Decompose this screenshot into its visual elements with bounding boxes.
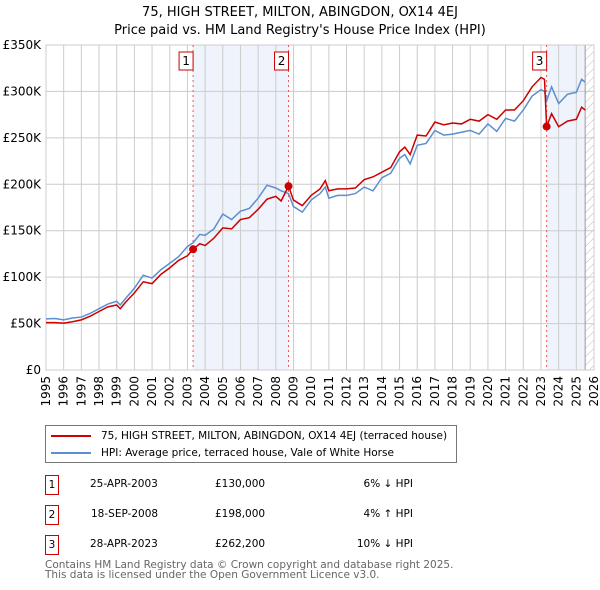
- sale-date: 18-SEP-2008: [91, 508, 159, 520]
- x-tick-label: 2012: [340, 376, 354, 407]
- sale-price: £262,200: [215, 538, 266, 550]
- x-tick-label: 2013: [357, 376, 371, 407]
- x-tick-label: 2000: [127, 376, 141, 407]
- x-tick-label: 2023: [534, 376, 548, 407]
- x-tick-label: 2024: [552, 376, 566, 407]
- x-tick-label: 2021: [499, 376, 513, 407]
- y-tick-label: £0: [26, 363, 41, 377]
- plot-frame: [45, 44, 595, 371]
- x-tick-label: 2009: [286, 376, 300, 407]
- legend-swatch-blue: [51, 452, 91, 454]
- sale-price: £198,000: [215, 508, 266, 520]
- sale-label: 2: [278, 54, 286, 68]
- legend-item-hpi: HPI: Average price, terraced house, Vale…: [51, 447, 394, 459]
- sale-point: [189, 245, 198, 254]
- x-tick-label: 2003: [180, 376, 194, 407]
- x-tick-label: 2020: [481, 376, 495, 407]
- x-tick-label: 2001: [145, 376, 159, 407]
- sale-price: £130,000: [215, 478, 266, 490]
- x-tick-label: 2005: [216, 376, 230, 407]
- sale-label-box: [178, 51, 194, 71]
- x-tick-label: 2002: [163, 376, 177, 407]
- y-tick-label: £100K: [3, 270, 43, 284]
- sale-label-box: [532, 51, 548, 71]
- legend-label: 75, HIGH STREET, MILTON, ABINGDON, OX14 …: [101, 430, 448, 442]
- x-tick-label: 1995: [39, 376, 53, 407]
- x-tick-label: 2026: [587, 376, 600, 407]
- sale-row: 1 25-APR-2003 £130,000 6% ↓ HPI: [45, 475, 445, 495]
- x-tick-label: 2014: [375, 376, 389, 407]
- footer-line: Contains HM Land Registry data © Crown c…: [45, 559, 454, 571]
- x-tick-label: 2019: [463, 376, 477, 407]
- legend-item-property: 75, HIGH STREET, MILTON, ABINGDON, OX14 …: [51, 430, 447, 442]
- x-tick-label: 2007: [251, 376, 265, 407]
- sale-row: 2 18-SEP-2008 £198,000 4% ↑ HPI: [45, 505, 445, 525]
- legend-label: HPI: Average price, terraced house, Vale…: [101, 447, 394, 459]
- y-tick-label: £150K: [3, 224, 43, 238]
- x-tick-label: 1998: [92, 376, 106, 407]
- x-tick-label: 1996: [57, 376, 71, 407]
- sale-marker-badge: 2: [45, 505, 59, 525]
- footer-line: This data is licensed under the Open Gov…: [45, 569, 380, 581]
- x-tick-label: 2006: [233, 376, 247, 407]
- title-line-1: 75, HIGH STREET, MILTON, ABINGDON, OX14 …: [142, 5, 458, 20]
- sale-hpi-diff: 10% ↓ HPI: [356, 538, 413, 550]
- y-tick-label: £300K: [3, 84, 43, 98]
- price-chart: 1995 1996 1997 1998 1999 2000 2001 2002 2003 2004…: [3, 38, 600, 407]
- x-tick-label: 2016: [410, 376, 424, 407]
- x-tick-label: 2015: [393, 376, 407, 407]
- y-tick-label: £200K: [3, 177, 43, 191]
- sale-marker-badge: 1: [45, 475, 59, 495]
- x-tick-label: 2011: [322, 376, 336, 407]
- sale-date: 25-APR-2003: [90, 478, 158, 490]
- sale-marker-badge: 3: [45, 535, 59, 555]
- hpi-line: [45, 78, 586, 321]
- y-tick-label: £50K: [10, 317, 42, 331]
- sale-label: 1: [182, 54, 190, 68]
- chart-title: 75, HIGH STREET, MILTON, ABINGDON, OX14 …: [0, 4, 600, 40]
- sale-hpi-diff: 6% ↓ HPI: [363, 478, 413, 490]
- x-tick-label: 2025: [569, 376, 583, 407]
- sale-hpi-diff: 4% ↑ HPI: [363, 508, 413, 520]
- x-tick-label: 2004: [198, 376, 212, 407]
- title-line-2: Price paid vs. HM Land Registry's House …: [114, 23, 486, 38]
- x-tick-label: 2017: [428, 376, 442, 407]
- sale-point: [284, 182, 293, 191]
- footer: Contains HM Land Registry data © Crown c…: [45, 559, 454, 581]
- legend: 75, HIGH STREET, MILTON, ABINGDON, OX14 …: [45, 425, 457, 463]
- x-tick-label: 2022: [516, 376, 530, 407]
- x-tick-label: 2008: [269, 376, 283, 407]
- sale-label-box: [274, 51, 290, 71]
- sale-date: 28-APR-2023: [90, 538, 158, 550]
- y-tick-label: £250K: [3, 131, 43, 145]
- legend-swatch-red: [51, 435, 91, 437]
- sale-point: [542, 122, 551, 131]
- x-tick-label: 1999: [110, 376, 124, 407]
- x-tick-label: 1997: [74, 376, 88, 407]
- y-tick-label: £350K: [3, 38, 43, 52]
- shaded-range: [546, 45, 586, 370]
- sale-row: 3 28-APR-2023 £262,200 10% ↓ HPI: [45, 535, 445, 555]
- x-tick-label: 2010: [304, 376, 318, 407]
- property-price-line: [46, 76, 586, 324]
- x-tick-label: 2018: [446, 376, 460, 407]
- sale-label: 3: [536, 54, 544, 68]
- forecast-hatch: [585, 45, 594, 370]
